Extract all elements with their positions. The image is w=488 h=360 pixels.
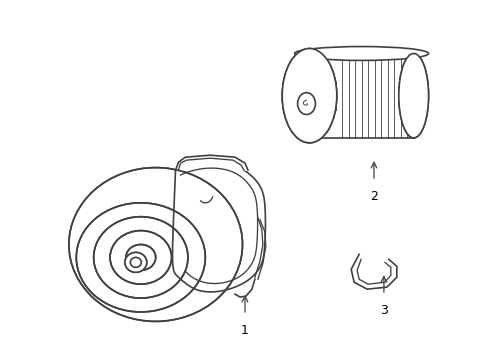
Text: 3: 3 [379, 304, 387, 317]
Ellipse shape [130, 257, 141, 267]
Ellipse shape [282, 49, 336, 143]
Ellipse shape [297, 93, 315, 114]
Ellipse shape [297, 93, 315, 114]
Polygon shape [175, 155, 247, 170]
Ellipse shape [124, 252, 146, 272]
Text: 1: 1 [241, 324, 248, 337]
Ellipse shape [398, 54, 427, 138]
Ellipse shape [76, 203, 205, 312]
Ellipse shape [294, 46, 427, 60]
Ellipse shape [94, 217, 187, 298]
Ellipse shape [126, 244, 155, 270]
Ellipse shape [124, 252, 146, 272]
Ellipse shape [110, 231, 171, 284]
Ellipse shape [130, 257, 141, 267]
Ellipse shape [398, 54, 427, 138]
Ellipse shape [69, 168, 242, 321]
Text: 2: 2 [369, 190, 377, 203]
Polygon shape [172, 162, 265, 292]
Ellipse shape [282, 49, 336, 143]
